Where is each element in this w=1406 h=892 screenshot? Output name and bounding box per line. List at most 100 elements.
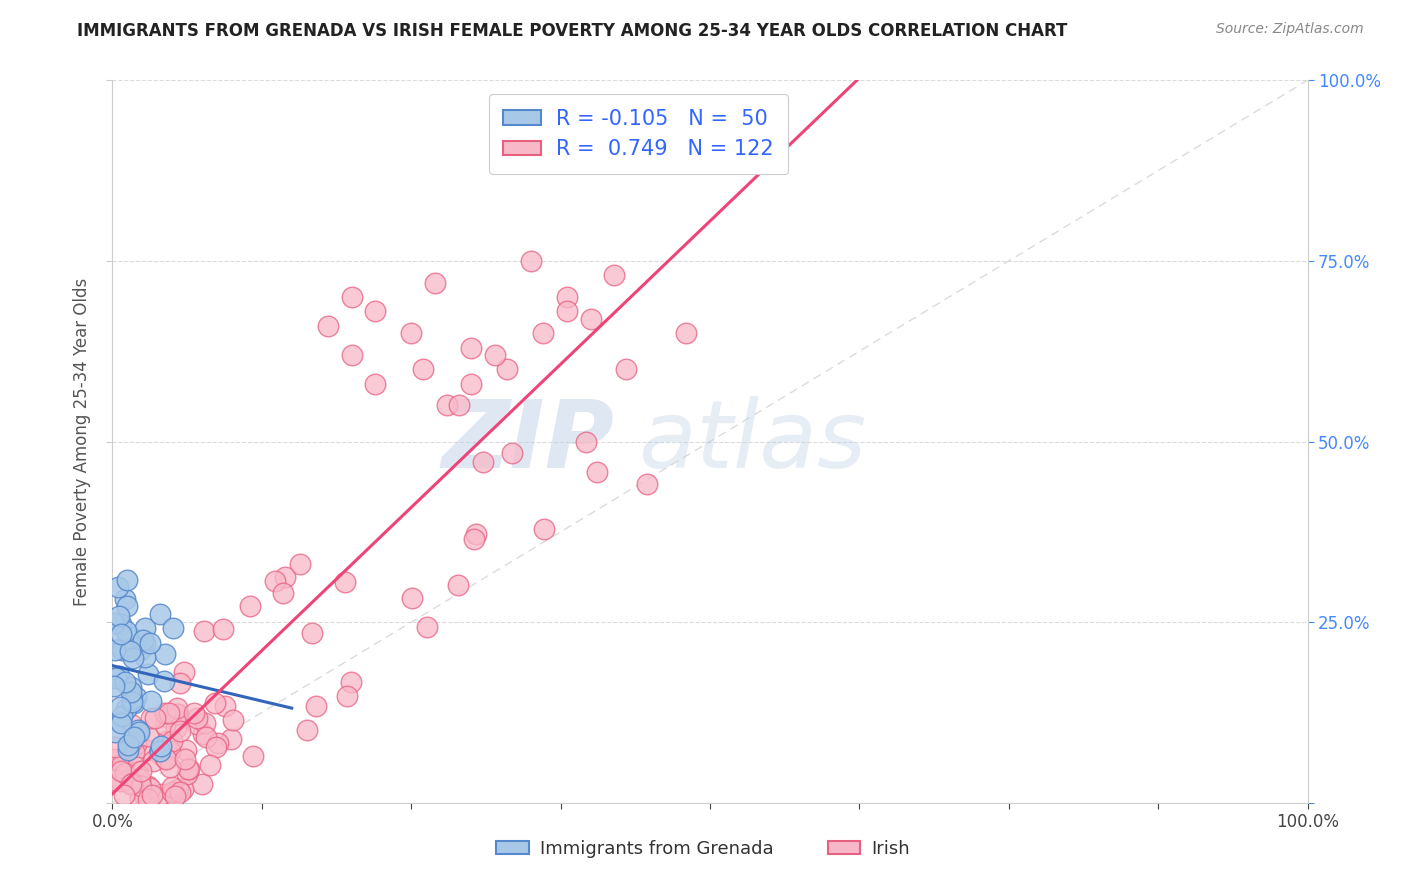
Point: [107, 668, 129, 682]
Point: [148, 746, 170, 760]
Point: [340, 348, 363, 362]
Point: [464, 526, 486, 541]
Point: [138, 636, 160, 650]
Point: [115, 702, 138, 716]
Point: [120, 685, 142, 699]
Point: [555, 304, 578, 318]
Point: [156, 710, 179, 724]
Point: [111, 709, 134, 723]
Point: [176, 762, 198, 776]
Point: [108, 699, 131, 714]
Point: [186, 711, 208, 725]
Point: [124, 737, 146, 751]
Point: [463, 533, 485, 547]
Point: [239, 599, 262, 614]
Point: [127, 723, 149, 737]
Point: [107, 608, 129, 623]
Point: [156, 734, 179, 748]
Point: [211, 622, 233, 636]
Point: [142, 754, 165, 768]
Point: [121, 651, 143, 665]
Point: [120, 680, 142, 694]
Point: [447, 398, 470, 412]
Point: [111, 640, 134, 655]
Point: [585, 465, 607, 479]
Point: [179, 762, 201, 776]
Point: [165, 721, 187, 735]
Point: [139, 694, 162, 708]
Point: [134, 635, 156, 649]
Point: [194, 716, 217, 731]
Point: [129, 780, 152, 794]
Point: [110, 626, 132, 640]
Point: [460, 341, 482, 355]
Point: [316, 318, 339, 333]
Point: [122, 640, 145, 654]
Point: [484, 348, 506, 362]
Point: [111, 756, 134, 771]
Point: [204, 740, 226, 755]
Point: [163, 785, 186, 799]
Point: [114, 674, 136, 689]
Point: [117, 573, 139, 587]
Point: [425, 276, 447, 290]
Point: [533, 522, 555, 536]
Point: [173, 665, 195, 679]
Point: [111, 643, 134, 657]
Legend: R = -0.105   N =  50, R =  0.749   N = 122: R = -0.105 N = 50, R = 0.749 N = 122: [489, 95, 787, 174]
Point: [134, 650, 156, 665]
Point: [242, 748, 264, 763]
Point: [263, 574, 285, 588]
Point: [364, 376, 387, 391]
Point: [447, 578, 470, 592]
Point: [169, 723, 191, 738]
Point: [472, 455, 495, 469]
Text: atlas: atlas: [638, 396, 866, 487]
Point: [579, 311, 602, 326]
Point: [110, 715, 132, 730]
Point: [103, 679, 125, 693]
Point: [136, 792, 159, 806]
Point: [136, 666, 159, 681]
Point: [190, 777, 212, 791]
Point: [122, 730, 145, 744]
Point: [125, 690, 148, 704]
Point: [675, 326, 697, 340]
Point: [169, 676, 191, 690]
Point: [153, 673, 176, 688]
Point: [122, 745, 145, 759]
Point: [148, 607, 170, 622]
Point: [129, 792, 152, 806]
Point: [134, 621, 156, 635]
Point: [139, 711, 162, 725]
Point: [520, 253, 543, 268]
Point: [105, 671, 128, 685]
Point: [616, 362, 638, 376]
Point: [159, 744, 181, 758]
Point: [340, 675, 363, 690]
Point: [169, 785, 191, 799]
Point: [143, 711, 166, 725]
Point: [274, 570, 297, 584]
Point: [104, 762, 127, 776]
Point: [139, 780, 162, 795]
Point: [121, 695, 143, 709]
Point: [603, 268, 626, 283]
Point: [115, 599, 138, 613]
Point: [160, 734, 183, 748]
Text: ZIP: ZIP: [441, 395, 614, 488]
Point: [149, 744, 172, 758]
Point: [138, 729, 160, 743]
Point: [132, 632, 155, 647]
Point: [198, 758, 221, 772]
Point: [555, 290, 578, 304]
Point: [335, 574, 357, 589]
Point: [153, 718, 176, 732]
Point: [118, 643, 141, 657]
Text: Source: ZipAtlas.com: Source: ZipAtlas.com: [1216, 22, 1364, 37]
Point: [160, 780, 183, 795]
Point: [340, 290, 363, 304]
Point: [160, 784, 183, 798]
Point: [305, 698, 328, 713]
Point: [129, 764, 152, 779]
